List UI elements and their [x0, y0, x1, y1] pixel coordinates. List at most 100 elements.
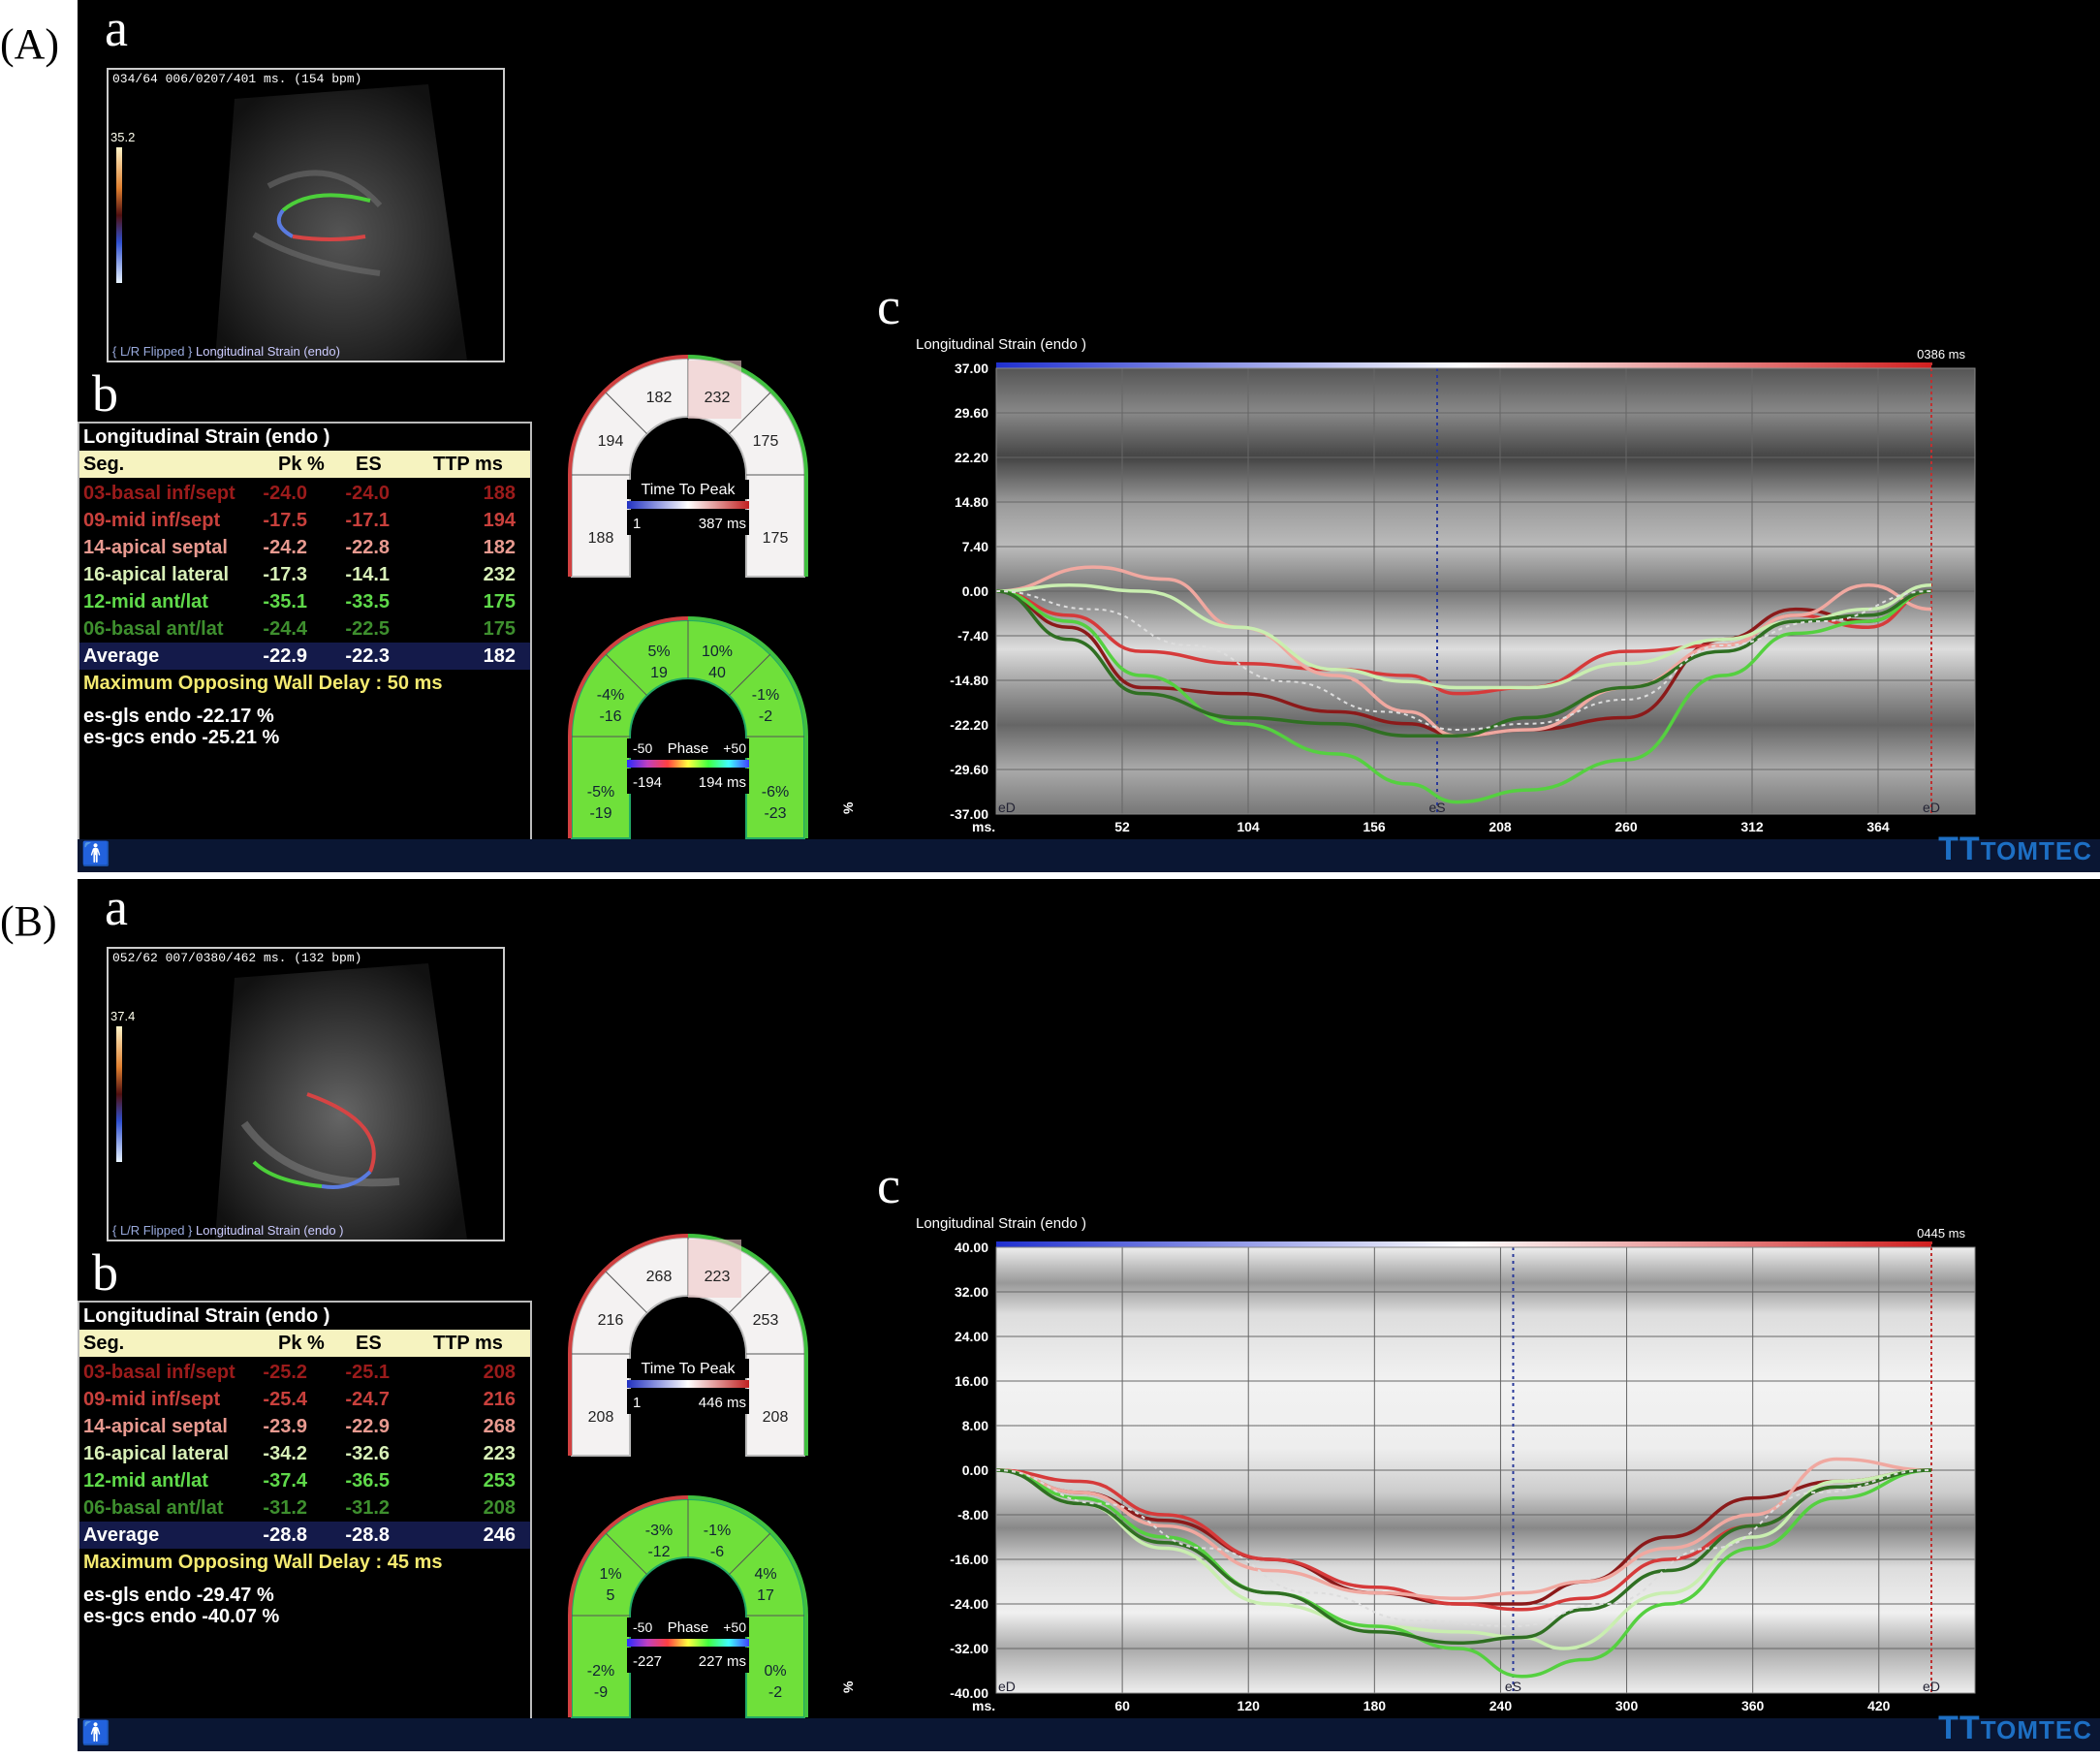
cell-ttp: 208 [483, 1497, 516, 1519]
time-readout: 0445 ms [1917, 1228, 1965, 1241]
header-3: TTP ms [433, 1333, 503, 1354]
phase-arch: -2% -9 1% 5 -3% -12 -1% -6 4% 17 0% -2 -50 Phase +50 -2… [568, 1495, 808, 1718]
legend-range-bg [627, 510, 749, 535]
segment-value: 5 [607, 1587, 615, 1604]
table-row: 09-mid inf/sept -17.5 -17.1 194 [79, 507, 530, 534]
segment-value: 40 [708, 665, 726, 681]
table-header: Seg. Pk % ES TTP ms [79, 451, 530, 478]
ttp-arch: 188 194 182 232 175 175 Time To Peak 1 387 ms [568, 355, 808, 578]
segment-name: 16-apical lateral [83, 1443, 230, 1464]
segment-value: 216 [598, 1312, 624, 1329]
cell-pk: -17.3 [263, 564, 307, 585]
segment-value: -6 [710, 1544, 724, 1560]
table-header: Seg. Pk % ES TTP ms [79, 1330, 530, 1357]
arch-border-right [687, 616, 808, 838]
legend-max: 446 ms [699, 1395, 746, 1411]
segment-name: 16-apical lateral [83, 564, 230, 585]
x-tick-label: 240 [1489, 1698, 1513, 1713]
segment-value: 268 [646, 1269, 673, 1285]
cell-es: -31.2 [345, 1497, 390, 1519]
segment-divider [605, 1271, 647, 1313]
cell-ttp: 268 [483, 1416, 516, 1437]
table-row: 16-apical lateral -17.3 -14.1 232 [79, 561, 530, 588]
segment-divider [729, 1532, 771, 1575]
table-row: 03-basal inf/sept -25.2 -25.1 208 [79, 1359, 530, 1386]
segment-value: 19 [650, 665, 668, 681]
legend-background [627, 480, 749, 499]
arch-border-left [568, 1234, 689, 1456]
arch-border-left [568, 1495, 689, 1717]
cell-ttp: 208 [483, 1362, 516, 1383]
colorbar-value: 37.4 [110, 1009, 136, 1023]
x-axis-label: ms. [972, 819, 995, 834]
panel-label-b: (B) [0, 897, 57, 945]
header-2: ES [356, 454, 382, 475]
x-tick-label: 156 [1363, 819, 1386, 834]
cell-es: -14.1 [345, 564, 390, 585]
panel-label-a: (A) [0, 20, 60, 68]
segment-name: 03-basal inf/sept [83, 1362, 235, 1383]
strain-curve-3 [995, 1468, 1932, 1650]
table-average-row: Average -28.8 -28.8 246 [79, 1522, 530, 1549]
es-marker-label: eS [1505, 1679, 1521, 1694]
segment-percent: -5% [587, 784, 614, 801]
segment-percent: -1% [704, 1523, 731, 1539]
segment-value: -16 [599, 708, 621, 725]
header-1: Pk % [278, 1333, 325, 1354]
legend-title: Phase [668, 740, 709, 757]
table-title: Longitudinal Strain (endo ) [83, 1305, 330, 1327]
y-tick-label: 16.00 [955, 1373, 988, 1389]
ed-start-label: eD [998, 1679, 1016, 1694]
panel-b-screen: a 052/62 007/0380/462 ms. (132 bpm) 37.4… [78, 878, 2100, 1751]
strain-curve-0 [995, 1468, 1932, 1606]
table-row: 14-apical septal -23.9 -22.9 268 [79, 1413, 530, 1440]
y-tick-label: -40.00 [950, 1685, 988, 1701]
y-tick-label: -7.40 [957, 628, 988, 644]
strain-curve-4 [995, 1468, 1932, 1679]
legend-range-bg [627, 1389, 749, 1414]
y-tick-label: 32.00 [955, 1284, 988, 1300]
segment-value: -2 [768, 1684, 782, 1701]
y-tick-label: 24.00 [955, 1329, 988, 1344]
opposing-wall-delay: Maximum Opposing Wall Delay : 45 ms [83, 1552, 443, 1573]
strain-curve-5 [995, 589, 1932, 738]
legend-min: 1 [633, 516, 641, 532]
time-colorbar [996, 362, 1931, 368]
y-tick-label: -8.00 [957, 1507, 988, 1523]
legend-min: 1 [633, 1395, 641, 1411]
average-label: Average [83, 1524, 160, 1546]
segment-percent: -3% [645, 1523, 673, 1539]
echo-header: 034/64 006/0207/401 ms. (154 bpm) [112, 72, 362, 86]
segment-name: 06-basal ant/lat [83, 618, 224, 640]
cell-ttp: 175 [483, 591, 516, 613]
segment-divider [605, 653, 647, 696]
strain-curve-4 [995, 589, 1932, 804]
ed-marker-label: eD [1923, 1679, 1940, 1694]
time-readout: 0386 ms [1917, 349, 1965, 361]
segment-name: 09-mid inf/sept [83, 510, 221, 531]
header-2: ES [356, 1333, 382, 1354]
segment-divider [605, 1532, 647, 1575]
legend-range-bg [627, 769, 749, 794]
legend-background [627, 1618, 749, 1637]
ed-marker-label: eD [1923, 800, 1940, 815]
cell-pk: -25.4 [263, 1389, 307, 1410]
segment-name: 12-mid ant/lat [83, 1470, 208, 1492]
cell-ttp: 182 [483, 537, 516, 558]
echo-image: 034/64 006/0207/401 ms. (154 bpm) 35.2 {… [107, 68, 505, 362]
y-tick-label: -37.00 [950, 806, 988, 822]
y-tick-label: -29.60 [950, 762, 988, 777]
strain-table: Longitudinal Strain (endo ) Seg. Pk % ES TTP… [78, 422, 532, 852]
cell-pk: -17.5 [263, 510, 307, 531]
x-tick-label: 312 [1740, 819, 1764, 834]
average-pk: -28.8 [263, 1524, 307, 1546]
table-row: 09-mid inf/sept -25.4 -24.7 216 [79, 1386, 530, 1413]
legend-scale-min: -50 [633, 740, 652, 756]
cell-ttp: 232 [483, 564, 516, 585]
x-tick-label: 208 [1489, 819, 1512, 834]
legend-min: -227 [633, 1653, 662, 1670]
sub-label-b: b [92, 1243, 118, 1302]
opposing-wall-delay: Maximum Opposing Wall Delay : 50 ms [83, 673, 443, 694]
segment-value: -9 [594, 1684, 608, 1701]
global-longitudinal-strain: es-gls endo -29.47 % [83, 1585, 274, 1606]
